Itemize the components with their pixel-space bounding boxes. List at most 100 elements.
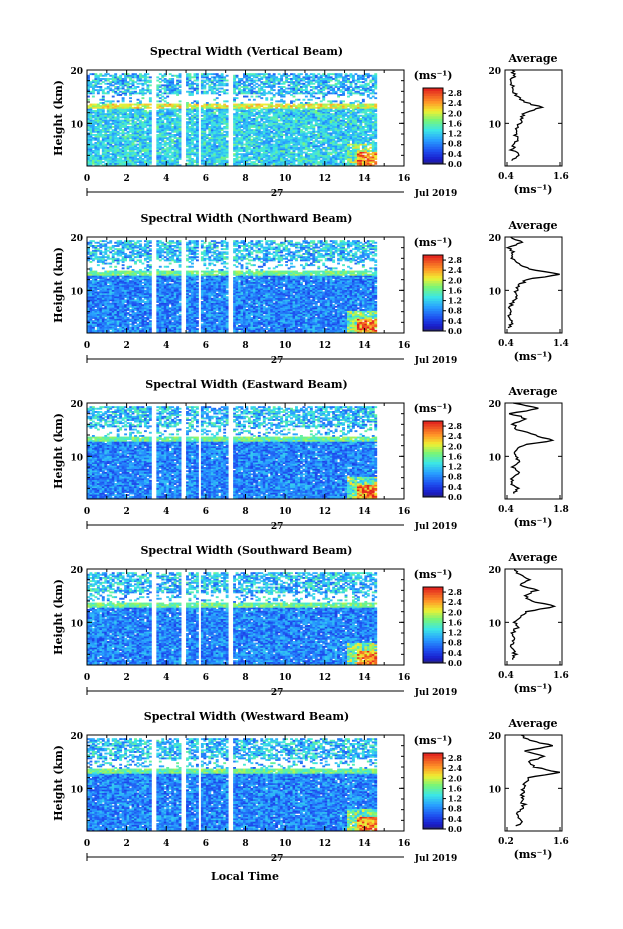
heatmap-cell bbox=[139, 89, 142, 91]
heatmap-cell bbox=[166, 147, 169, 149]
heatmap-cell bbox=[156, 118, 159, 120]
heatmap-cell bbox=[171, 75, 174, 77]
heatmap-cell bbox=[134, 104, 137, 106]
heatmap-cell bbox=[137, 75, 140, 77]
heatmap-cell bbox=[159, 152, 162, 154]
heatmap-cell bbox=[166, 80, 169, 82]
heatmap-cell bbox=[176, 75, 179, 77]
heatmap-cell bbox=[107, 147, 110, 149]
heatmap-cell bbox=[164, 123, 167, 125]
heatmap-cell bbox=[104, 73, 107, 75]
heatmap-cell bbox=[164, 140, 167, 142]
heatmap-cell bbox=[102, 81, 105, 83]
heatmap-cell bbox=[169, 73, 172, 75]
heatmap-cell bbox=[137, 144, 140, 146]
heatmap-cell bbox=[92, 137, 95, 139]
heatmap-cell bbox=[164, 104, 167, 106]
heatmap-cell bbox=[117, 86, 120, 88]
heatmap-cell bbox=[171, 134, 174, 136]
heatmap-cell bbox=[146, 84, 149, 86]
heatmap-cell bbox=[134, 73, 137, 75]
heatmap-cell bbox=[171, 126, 174, 128]
heatmap-cell bbox=[102, 78, 105, 80]
heatmap-cell bbox=[169, 132, 172, 134]
heatmap-cell bbox=[112, 84, 115, 86]
heatmap-cell bbox=[132, 107, 135, 109]
heatmap-cell bbox=[119, 116, 122, 118]
heatmap-cell bbox=[112, 145, 115, 147]
heatmap-cell bbox=[112, 96, 115, 98]
heatmap-cell bbox=[146, 142, 149, 144]
heatmap-cell bbox=[132, 104, 135, 106]
heatmap-cell bbox=[159, 104, 162, 106]
heatmap-cell bbox=[174, 118, 177, 120]
heatmap-cell bbox=[99, 129, 102, 131]
heatmap-cell bbox=[129, 104, 132, 106]
heatmap-cell bbox=[127, 126, 130, 128]
heatmap-cell bbox=[146, 80, 149, 82]
heatmap-cell bbox=[102, 134, 105, 136]
heatmap-cell bbox=[127, 81, 130, 83]
heatmap-cell bbox=[112, 89, 115, 91]
heatmap-cell bbox=[114, 104, 117, 106]
heatmap-cell bbox=[129, 83, 132, 85]
heatmap-cell bbox=[171, 104, 174, 106]
heatmap-cell bbox=[122, 144, 125, 146]
heatmap-cell bbox=[176, 80, 179, 82]
heatmap-cell bbox=[107, 86, 110, 88]
heatmap-cell bbox=[109, 88, 112, 90]
heatmap-cell bbox=[137, 102, 140, 104]
heatmap-cell bbox=[139, 107, 142, 109]
heatmap-cell bbox=[141, 158, 144, 160]
heatmap-cell bbox=[161, 92, 164, 94]
heatmap-cell bbox=[149, 107, 152, 109]
heatmap-cell bbox=[169, 104, 172, 106]
heatmap-cell bbox=[161, 147, 164, 149]
heatmap-cell bbox=[129, 120, 132, 122]
heatmap-cell bbox=[149, 104, 152, 106]
heatmap-cell bbox=[122, 129, 125, 131]
heatmap-cell bbox=[127, 131, 130, 133]
heatmap-cell bbox=[92, 84, 95, 86]
heatmap-cell bbox=[92, 73, 95, 75]
heatmap-cell bbox=[132, 73, 135, 75]
heatmap-cell bbox=[117, 158, 120, 160]
heatmap-cell bbox=[109, 81, 112, 83]
heatmap-cell bbox=[117, 131, 120, 133]
heatmap-cell bbox=[134, 121, 137, 123]
heatmap-cell bbox=[159, 94, 162, 96]
heatmap-cell bbox=[122, 160, 125, 162]
heatmap-cell bbox=[149, 110, 152, 112]
heatmap-cell bbox=[107, 100, 110, 102]
heatmap-cell bbox=[149, 80, 152, 82]
heatmap-cell bbox=[122, 91, 125, 93]
heatmap-cell bbox=[141, 153, 144, 155]
heatmap-cell bbox=[137, 158, 140, 160]
heatmap-cell bbox=[146, 104, 149, 106]
heatmap-cell bbox=[92, 120, 95, 122]
heatmap-cell bbox=[134, 152, 137, 154]
heatmap-cell bbox=[174, 75, 177, 77]
heatmap-cell bbox=[94, 126, 97, 128]
heatmap-cell bbox=[92, 110, 95, 112]
heatmap-cell bbox=[124, 136, 127, 138]
heatmap-cell bbox=[99, 73, 102, 75]
heatmap-cell bbox=[169, 108, 172, 110]
heatmap-cell bbox=[139, 155, 142, 157]
heatmap-cell bbox=[94, 73, 97, 75]
heatmap-cell bbox=[137, 123, 140, 125]
heatmap-cells bbox=[87, 73, 377, 166]
heatmap-cell bbox=[97, 75, 100, 77]
heatmap-cell bbox=[164, 97, 167, 99]
heatmap-cell bbox=[129, 97, 132, 99]
heatmap-cell bbox=[104, 78, 107, 80]
heatmap-cell bbox=[156, 100, 159, 102]
heatmap-cell bbox=[89, 73, 92, 75]
heatmap-cell bbox=[124, 132, 127, 134]
heatmap-cell bbox=[99, 86, 102, 88]
heatmap-cell bbox=[159, 100, 162, 102]
heatmap-cell bbox=[109, 78, 112, 80]
heatmap-cell bbox=[159, 73, 162, 75]
heatmap-cell bbox=[117, 100, 120, 102]
heatmap-cell bbox=[137, 83, 140, 85]
